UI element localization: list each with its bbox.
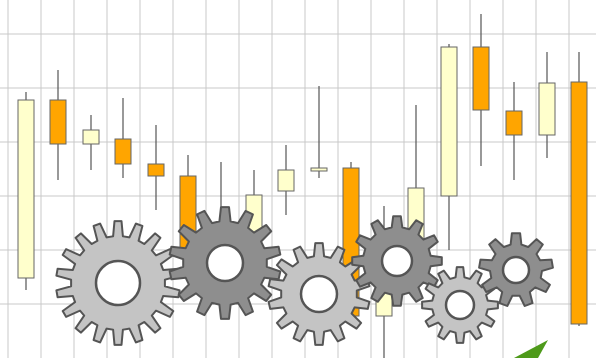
candle-body	[147, 163, 165, 177]
gear-hole	[205, 243, 245, 283]
gear-hole	[380, 244, 414, 278]
candlestick	[147, 125, 165, 210]
candlestick	[114, 98, 132, 178]
candle-body	[472, 46, 490, 111]
gear-icon	[421, 266, 499, 344]
gear-icon	[55, 220, 181, 346]
candle-body	[310, 167, 328, 172]
candle-body	[82, 129, 100, 145]
candle-body	[17, 99, 35, 279]
gear-hole	[444, 289, 476, 321]
green-arrow-icon	[514, 340, 548, 358]
candlestick	[82, 115, 100, 170]
candlestick	[570, 52, 588, 326]
candle-body	[114, 138, 132, 165]
candlestick	[472, 14, 490, 166]
candle-body	[538, 82, 556, 136]
candlestick	[17, 92, 35, 290]
gear-cluster	[55, 206, 554, 346]
candle-body	[277, 169, 295, 192]
candle-body	[505, 110, 523, 136]
gear-icon	[168, 206, 282, 320]
candlestick	[310, 86, 328, 178]
candlestick	[505, 82, 523, 180]
gear-hole	[501, 255, 531, 285]
gear-icon	[351, 215, 443, 307]
candlestick	[538, 52, 556, 158]
candle-body	[570, 81, 588, 325]
gear-icon	[478, 232, 554, 307]
candlestick	[440, 44, 458, 250]
candlestick	[277, 145, 295, 215]
candle-body	[49, 99, 67, 145]
candle-body	[440, 46, 458, 197]
gear-hole	[299, 274, 339, 314]
candlestick	[49, 70, 67, 180]
gear-hole	[94, 259, 142, 307]
